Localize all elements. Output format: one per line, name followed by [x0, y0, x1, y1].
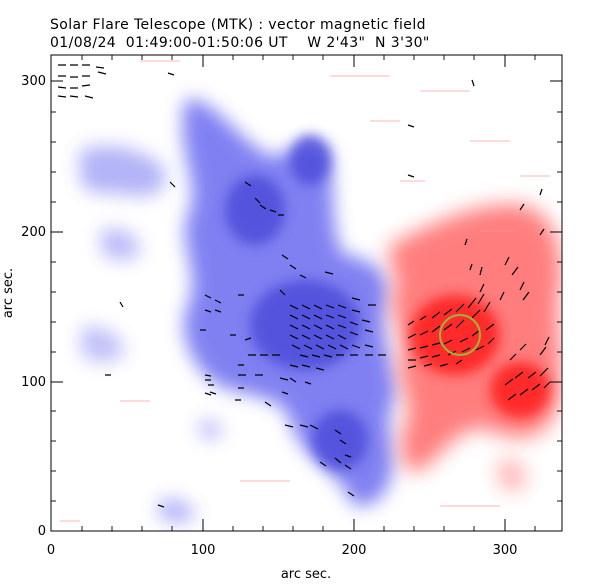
- x-tick-label: 100: [191, 543, 216, 558]
- y-axis-label: arc sec.: [1, 268, 16, 318]
- y-tick-label: 300: [21, 74, 46, 89]
- y-tick-label: 0: [38, 524, 46, 539]
- plot-subtitle: 01/08/24 01:49:00-01:50:06 UT W 2'43" N …: [50, 35, 430, 51]
- y-tick-label: 200: [21, 225, 46, 240]
- plot-title: Solar Flare Telescope (MTK) : vector mag…: [50, 17, 426, 33]
- x-tick-label: 200: [342, 543, 367, 558]
- flare-marker-circle: [439, 314, 481, 356]
- x-tick-label: 0: [47, 543, 55, 558]
- x-tick-label: 300: [493, 543, 518, 558]
- y-tick-label: 100: [21, 375, 46, 390]
- field-image: [51, 55, 562, 531]
- x-axis-label: arc sec.: [281, 567, 331, 582]
- plot-frame: [50, 54, 563, 532]
- vector-field-overlay: [57, 64, 551, 508]
- axis-ticks: [50, 55, 562, 532]
